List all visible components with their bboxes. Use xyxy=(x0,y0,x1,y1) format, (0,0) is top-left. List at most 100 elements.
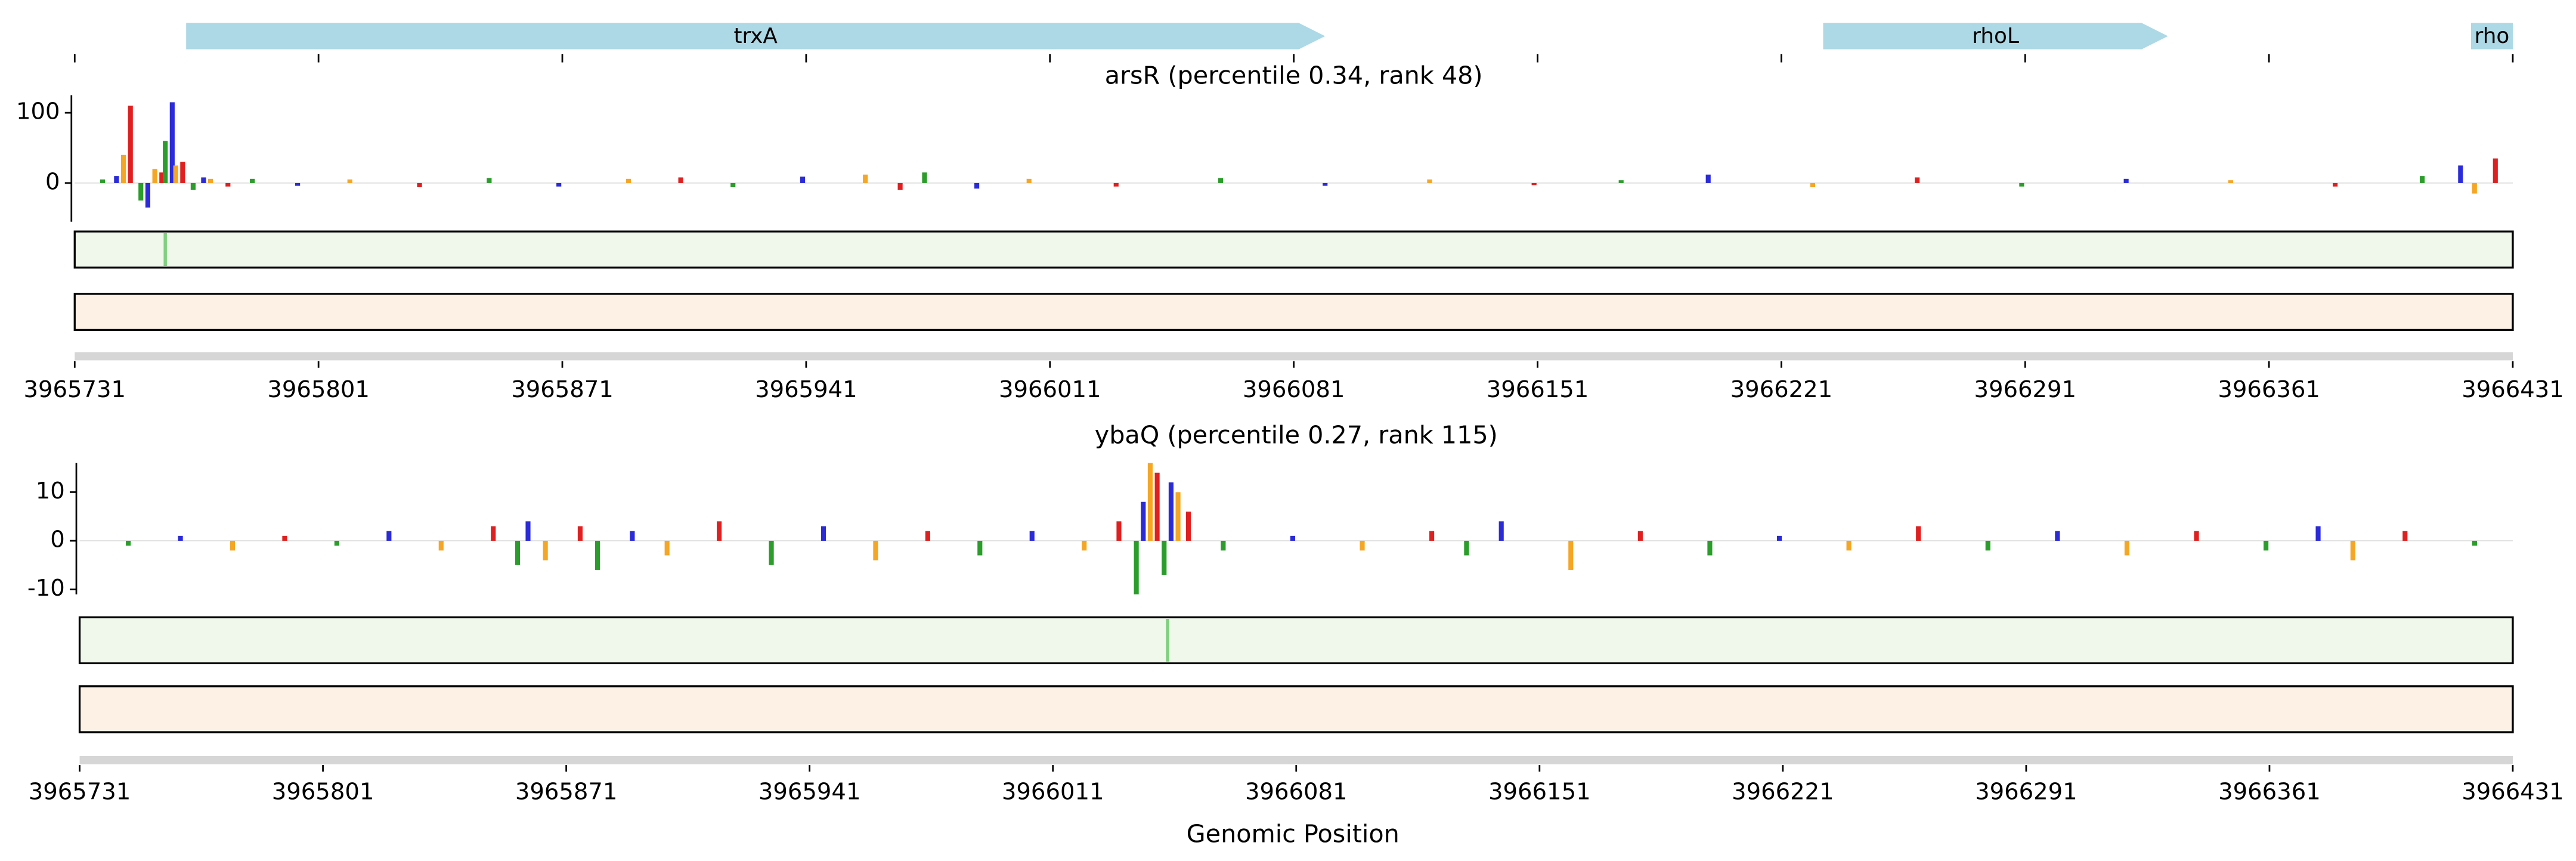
attribution-bar xyxy=(2123,178,2129,183)
x-tick-label: 3966151 xyxy=(1487,376,1589,403)
attribution-bar xyxy=(717,521,722,541)
attribution-bar xyxy=(2350,540,2355,560)
x-tick-label: 3966431 xyxy=(2462,778,2564,805)
attribution-bar xyxy=(138,182,144,201)
attribution-bar xyxy=(2333,182,2338,187)
gene-label: trxA xyxy=(733,24,778,48)
x-tick-label: 3965871 xyxy=(511,376,614,403)
x-tick-label: 3966221 xyxy=(1730,376,1833,403)
attribution-bar xyxy=(1082,540,1087,551)
attribution-bar xyxy=(2264,540,2269,551)
attribution-bar xyxy=(1985,540,1990,551)
attribution-bar xyxy=(126,540,131,546)
x-tick-label: 3965801 xyxy=(272,778,374,805)
attribution-bar xyxy=(230,540,236,551)
attribution-bar xyxy=(178,535,183,541)
green-track xyxy=(73,230,2514,269)
attribution-bar xyxy=(1429,531,1435,541)
gene-label: rho xyxy=(2475,24,2510,48)
attribution-bar xyxy=(1618,180,1624,183)
attribution-bar xyxy=(1427,179,1432,183)
attribution-bar xyxy=(128,106,133,183)
x-axis-label: Genomic Position xyxy=(1187,819,1400,848)
attribution-bar xyxy=(1498,521,1504,541)
attribution-bar xyxy=(769,540,774,565)
sequence xyxy=(79,755,2513,764)
attribution-bar xyxy=(925,531,930,541)
y-tick-label: 10 xyxy=(36,478,65,504)
attribution-bar xyxy=(1218,178,1224,183)
attribution-bar xyxy=(152,169,157,183)
attribution-bar xyxy=(730,182,736,187)
panel-title: ybaQ (percentile 0.27, rank 115) xyxy=(1095,420,1498,449)
attribution-bar xyxy=(250,178,255,183)
x-tick-label: 3965801 xyxy=(267,376,370,403)
attribution-bar xyxy=(595,540,600,570)
attribution-bar xyxy=(1026,178,1032,183)
x-tick-label: 3965731 xyxy=(29,778,131,805)
x-tick-label: 3966221 xyxy=(1732,778,1834,805)
attribution-bar xyxy=(1290,535,1296,541)
attribution-bar xyxy=(1776,535,1782,541)
attribution-bar xyxy=(145,182,151,208)
attribution-bar xyxy=(1168,482,1174,541)
attribution-bar xyxy=(163,141,168,183)
x-tick-label: 3966011 xyxy=(1002,778,1104,805)
attribution-bar xyxy=(543,540,548,560)
x-tick-label: 3965731 xyxy=(23,376,126,403)
attribution-bar xyxy=(1147,463,1153,541)
attribution-bar xyxy=(1175,492,1181,541)
attribution-bar xyxy=(1531,182,1537,185)
attribution-bar xyxy=(386,531,392,541)
attribution-bar xyxy=(2228,180,2233,183)
x-tick-label: 3966081 xyxy=(1243,376,1345,403)
attribution-bar xyxy=(1116,521,1122,541)
attribution-bar xyxy=(1637,531,1643,541)
attribution-bar xyxy=(282,535,287,541)
attribution-bar xyxy=(630,531,635,541)
attribution-bar xyxy=(974,182,980,189)
y-tick-label: 0 xyxy=(50,526,65,553)
attribution-bar xyxy=(114,176,119,183)
attribution-bar xyxy=(1185,512,1191,541)
attribution-bar xyxy=(1915,177,1920,183)
gene-arrow xyxy=(186,23,1326,49)
attribution-bar xyxy=(347,179,352,183)
attribution-bar xyxy=(1113,182,1119,187)
x-tick-label: 3966291 xyxy=(1974,376,2076,403)
panel-title: arsR (percentile 0.34, rank 48) xyxy=(1105,61,1483,89)
attribution-bar xyxy=(100,179,106,183)
attribution-bar xyxy=(1360,540,1365,551)
green-track xyxy=(78,616,2514,665)
attribution-bar xyxy=(1029,531,1035,541)
attribution-bar xyxy=(1810,182,1816,187)
x-tick-label: 3966151 xyxy=(1488,778,1591,805)
attribution-bar xyxy=(1162,540,1167,575)
attribution-bar xyxy=(487,178,492,183)
attribution-bar xyxy=(173,165,178,183)
attribution-bar xyxy=(1705,174,1711,183)
attribution-bar xyxy=(295,182,301,186)
attribution-bar xyxy=(2402,531,2408,541)
attribution-bar xyxy=(922,172,927,183)
attribution-bar xyxy=(417,182,422,187)
attribution-bar xyxy=(1846,540,1852,551)
attribution-bar xyxy=(515,540,521,565)
attribution-bar xyxy=(2019,182,2024,187)
x-tick-label: 3966431 xyxy=(2462,376,2564,403)
attribution-bar xyxy=(438,540,444,551)
attribution-bar xyxy=(2055,531,2060,541)
attribution-bar xyxy=(897,182,903,190)
attribution-bar xyxy=(2472,182,2477,194)
attribution-bar xyxy=(863,174,868,183)
x-tick-label: 3966291 xyxy=(1975,778,2077,805)
attribution-bar xyxy=(190,182,196,190)
sequence xyxy=(75,352,2513,361)
x-tick-label: 3965871 xyxy=(515,778,618,805)
orange-track xyxy=(73,293,2514,332)
attribution-bar xyxy=(169,102,175,183)
attribution-bar xyxy=(208,178,213,183)
attribution-bar xyxy=(977,540,983,556)
attribution-bar xyxy=(1707,540,1713,556)
